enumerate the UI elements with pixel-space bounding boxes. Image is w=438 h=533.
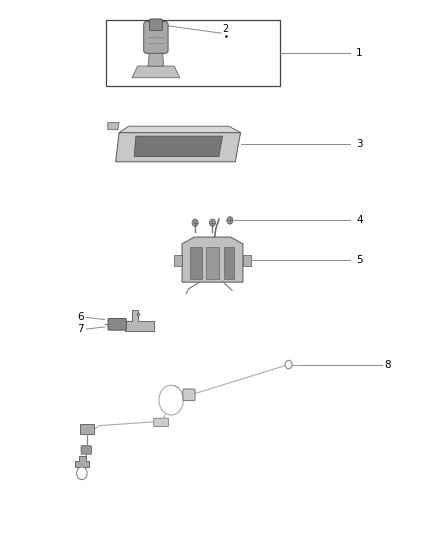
Polygon shape (223, 247, 234, 279)
Polygon shape (132, 66, 180, 78)
Polygon shape (116, 133, 240, 162)
FancyBboxPatch shape (81, 446, 92, 454)
Text: 3: 3 (356, 139, 363, 149)
Polygon shape (174, 255, 182, 266)
Text: 2: 2 (223, 24, 229, 34)
Polygon shape (125, 310, 154, 331)
FancyBboxPatch shape (183, 389, 195, 401)
Polygon shape (119, 126, 240, 133)
Polygon shape (80, 424, 94, 433)
FancyBboxPatch shape (154, 418, 169, 426)
FancyBboxPatch shape (149, 19, 162, 30)
Circle shape (285, 360, 292, 369)
Polygon shape (134, 136, 223, 157)
Text: 8: 8 (385, 360, 391, 369)
Polygon shape (243, 255, 251, 266)
Circle shape (209, 219, 215, 227)
Circle shape (227, 216, 233, 224)
Polygon shape (74, 456, 89, 467)
Circle shape (77, 467, 87, 480)
FancyBboxPatch shape (108, 318, 126, 330)
Polygon shape (148, 50, 164, 66)
Text: 7: 7 (78, 324, 84, 334)
Polygon shape (108, 123, 119, 130)
Text: 4: 4 (356, 215, 363, 225)
Polygon shape (182, 237, 243, 282)
Circle shape (192, 219, 198, 227)
Bar (106, 20, 280, 86)
Text: 1: 1 (356, 48, 363, 58)
Polygon shape (206, 247, 219, 279)
FancyBboxPatch shape (144, 21, 168, 53)
Polygon shape (190, 247, 202, 279)
Text: 5: 5 (356, 255, 363, 264)
Text: 6: 6 (78, 312, 84, 322)
